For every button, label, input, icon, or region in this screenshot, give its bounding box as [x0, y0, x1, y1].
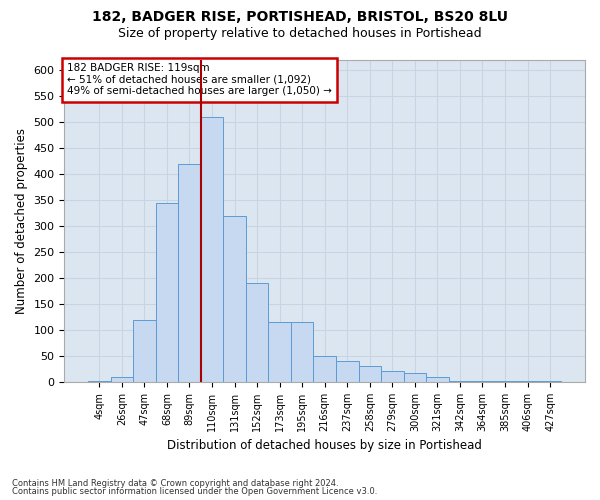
Text: 182 BADGER RISE: 119sqm
← 51% of detached houses are smaller (1,092)
49% of semi: 182 BADGER RISE: 119sqm ← 51% of detache… — [67, 63, 332, 96]
Bar — [494, 380, 516, 382]
Bar — [336, 362, 359, 382]
Text: Contains public sector information licensed under the Open Government Licence v3: Contains public sector information licen… — [12, 487, 377, 496]
Bar — [201, 117, 223, 382]
Bar — [313, 356, 336, 382]
Bar — [268, 322, 291, 382]
Bar — [110, 377, 133, 382]
Text: 182, BADGER RISE, PORTISHEAD, BRISTOL, BS20 8LU: 182, BADGER RISE, PORTISHEAD, BRISTOL, B… — [92, 10, 508, 24]
X-axis label: Distribution of detached houses by size in Portishead: Distribution of detached houses by size … — [167, 440, 482, 452]
Bar — [88, 380, 110, 382]
Bar — [178, 164, 201, 382]
Bar — [291, 322, 313, 382]
Y-axis label: Number of detached properties: Number of detached properties — [15, 128, 28, 314]
Bar — [449, 380, 471, 382]
Bar — [223, 216, 246, 382]
Bar — [516, 380, 539, 382]
Text: Size of property relative to detached houses in Portishead: Size of property relative to detached ho… — [118, 28, 482, 40]
Bar — [246, 284, 268, 382]
Bar — [404, 372, 426, 382]
Text: Contains HM Land Registry data © Crown copyright and database right 2024.: Contains HM Land Registry data © Crown c… — [12, 478, 338, 488]
Bar — [381, 370, 404, 382]
Bar — [426, 377, 449, 382]
Bar — [155, 203, 178, 382]
Bar — [471, 380, 494, 382]
Bar — [133, 320, 155, 382]
Bar — [539, 380, 562, 382]
Bar — [359, 366, 381, 382]
